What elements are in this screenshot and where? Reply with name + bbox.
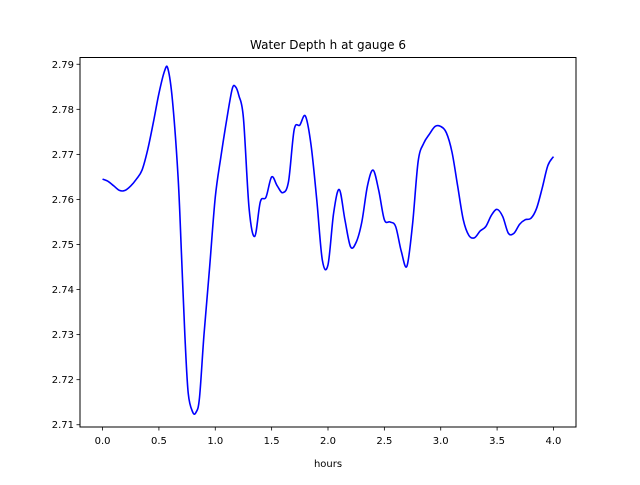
x-tick-label: 0.0 — [95, 436, 111, 447]
y-tick-label: 2.75 — [52, 240, 74, 251]
x-axis: 0.0 0.5 1.0 1.5 2.0 2.5 3.0 3.5 4.0 — [95, 427, 562, 447]
y-tick-label: 2.74 — [52, 285, 74, 296]
y-tick-label: 2.72 — [52, 375, 74, 386]
series-line-0 — [102, 65, 555, 416]
x-tick-label: 0.5 — [151, 436, 167, 447]
x-axis-label: hours — [314, 459, 342, 470]
y-tick-label: 2.71 — [52, 420, 74, 431]
y-tick-label: 2.79 — [52, 60, 74, 71]
chart-title: Water Depth h at gauge 6 — [250, 38, 406, 52]
y-tick-label: 2.76 — [52, 195, 74, 206]
y-tick-label: 2.73 — [52, 330, 74, 341]
x-tick-label: 3.5 — [489, 436, 505, 447]
y-axis: 2.71 2.72 2.73 2.74 2.75 2.76 2.77 2.78 2.79 — [52, 60, 80, 431]
y-tick-label: 2.77 — [52, 150, 74, 161]
plot-frame — [79, 57, 577, 428]
x-tick-label: 1.5 — [264, 436, 280, 447]
x-tick-label: 2.0 — [320, 436, 336, 447]
x-tick-label: 2.5 — [376, 436, 392, 447]
x-tick-label: 4.0 — [546, 436, 562, 447]
plot-area — [102, 65, 555, 416]
y-tick-label: 2.78 — [52, 105, 74, 116]
x-tick-label: 1.0 — [207, 436, 223, 447]
x-tick-label: 3.0 — [433, 436, 449, 447]
